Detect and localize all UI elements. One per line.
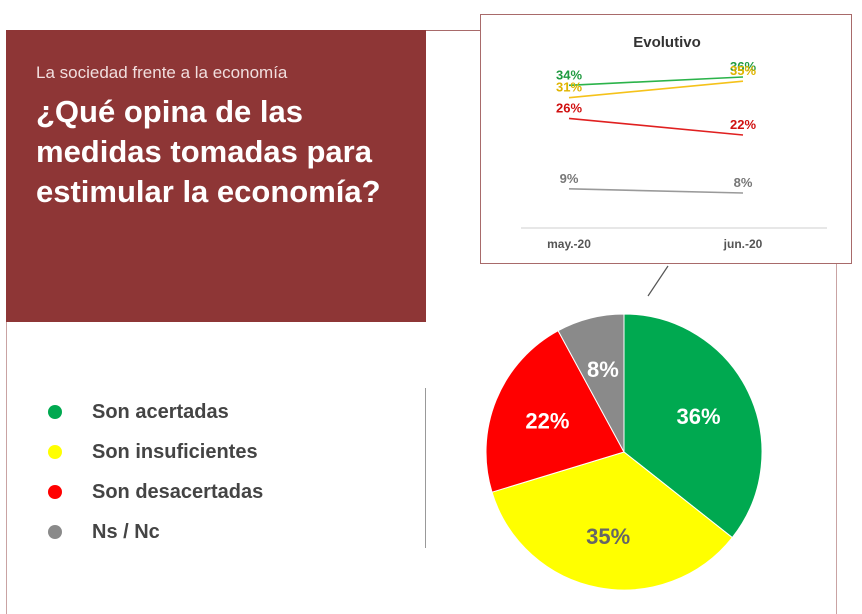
frame-left-border: [6, 322, 7, 614]
legend-item: Son insuficientes: [40, 432, 263, 472]
evolution-x-tick-label: may.-20: [547, 237, 591, 251]
legend-dot-desacertadas: [48, 485, 62, 499]
evolution-line-chart: may.-20 jun.-20 34% 36% 31% 35% 26% 22% 9% 8%: [521, 59, 827, 251]
pie-legend: Son acertadas Son insuficientes Son desa…: [40, 392, 263, 552]
evolution-x-tick-label: jun.-20: [723, 237, 763, 251]
legend-dot-insuficientes: [48, 445, 62, 459]
evolution-series-line: [568, 188, 744, 194]
evolution-data-label: 8%: [734, 175, 753, 190]
frame-top-connector: [426, 30, 480, 31]
pie-slice-label: 36%: [676, 404, 720, 429]
legend-dot-nsnc: [48, 525, 62, 539]
pie-slice-acertadas: [623, 313, 763, 539]
legend-item: Son acertadas: [40, 392, 263, 432]
evolution-series-line: [568, 80, 744, 99]
evolution-data-label: 34%: [556, 67, 582, 82]
header-panel: La sociedad frente a la economía ¿Qué op…: [6, 30, 426, 322]
evolution-data-label: 31%: [556, 80, 582, 95]
legend-item: Son desacertadas: [40, 472, 263, 512]
header-subtitle: La sociedad frente a la economía: [36, 63, 288, 82]
legend-label: Son acertadas: [92, 400, 229, 423]
legend-divider: [425, 388, 426, 548]
pie-slice-desacertadas: [485, 330, 625, 493]
evolution-data-label: 9%: [560, 171, 579, 186]
legend-label: Ns / Nc: [92, 520, 160, 543]
evolution-data-label: 35%: [730, 63, 756, 78]
evolution-data-label: 26%: [556, 100, 582, 115]
legend-label: Son insuficientes: [92, 440, 258, 463]
legend-dot-acertadas: [48, 405, 62, 419]
frame-right-border: [836, 264, 837, 614]
evolution-data-label: 22%: [730, 117, 756, 132]
legend-label: Son desacertadas: [92, 480, 264, 503]
pie-slice-label: 8%: [587, 357, 619, 382]
pie-slice-nsnc: [557, 313, 625, 453]
evolution-panel: Evolutivo may.-20 jun.-20 34% 36% 31% 35% 26% 2…: [480, 14, 852, 264]
evolution-title: Evolutivo: [633, 34, 701, 51]
evolution-data-label: 36%: [730, 59, 756, 74]
page-title: ¿Qué opina de las medidas tomadas para e…: [36, 94, 381, 209]
legend-item: Ns / Nc: [40, 512, 263, 552]
pie-slice-label: 22%: [525, 409, 569, 434]
evolution-series-line: [568, 76, 744, 87]
pie-slice-insuficientes: [491, 451, 733, 591]
evolution-series-line: [568, 117, 744, 136]
pie-slice-label: 35%: [586, 524, 630, 549]
